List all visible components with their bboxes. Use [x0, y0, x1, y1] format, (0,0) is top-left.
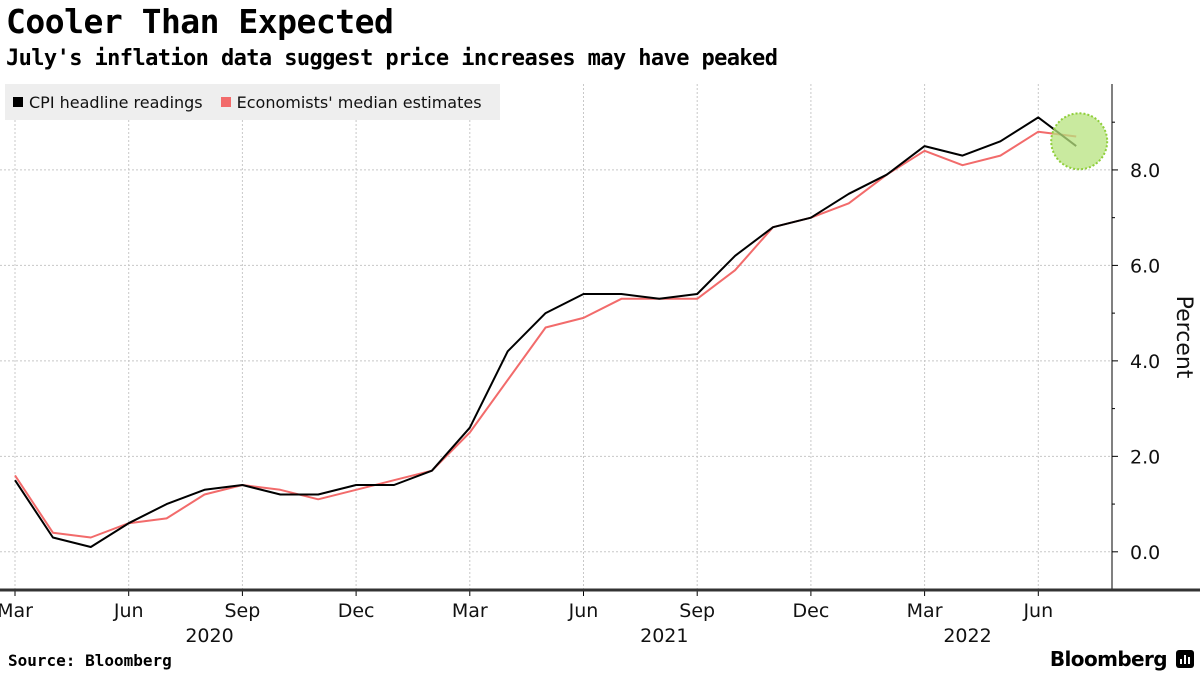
- series-line-estimates: [14, 130, 1077, 539]
- brand-wordmark: Bloomberg: [1049, 647, 1168, 671]
- highlight-circle: [1050, 112, 1109, 171]
- y-axis-label: Percent: [1171, 296, 1196, 379]
- y-tick-label: 0.0: [1130, 542, 1160, 564]
- x-tick-label: Sep: [679, 600, 715, 622]
- x-tick-label: Sep: [224, 600, 260, 622]
- x-tick-label: Jun: [113, 600, 144, 622]
- legend-swatch-estimates: [220, 97, 231, 107]
- tick-labels: 0.0 2.0 4.0 6.0 8.0 Mar Jun Sep Dec Mar Jun Sep Dec M…: [0, 160, 1196, 647]
- legend-label-cpi: CPI headline readings: [29, 92, 203, 112]
- source-note: Source: Bloomberg: [8, 651, 172, 670]
- x-tick-label: Jun: [568, 600, 599, 622]
- chart-subtitle: July's inflation data suggest price incr…: [6, 46, 778, 71]
- y-tick-label: 6.0: [1130, 255, 1160, 277]
- y-tick-label: 4.0: [1130, 351, 1160, 373]
- x-tick-label: Mar: [907, 600, 943, 622]
- x-year-label: 2021: [640, 625, 688, 647]
- chart-title: Cooler Than Expected: [6, 2, 394, 41]
- legend-swatch-cpi: [13, 97, 23, 107]
- legend-label-estimates: Economists' median estimates: [236, 92, 482, 112]
- x-tick-label: Mar: [452, 600, 488, 622]
- y-tick-label: 8.0: [1130, 160, 1160, 182]
- x-tick-label: Dec: [793, 600, 830, 622]
- x-tick-label: Dec: [338, 600, 375, 622]
- legend-item-estimates: Economists' median estimates: [220, 92, 482, 112]
- gridlines: [0, 84, 1112, 590]
- x-year-label: 2022: [943, 625, 991, 647]
- legend-item-cpi: CPI headline readings: [13, 93, 203, 112]
- y-tick-label: 2.0: [1130, 446, 1160, 468]
- series-lines: [14, 112, 1109, 548]
- bloomberg-terminal-icon: [1176, 650, 1194, 668]
- x-tick-label: Jun: [1022, 600, 1053, 622]
- x-year-label: 2020: [185, 625, 233, 647]
- axes: [0, 84, 1200, 596]
- series-line-cpi: [14, 116, 1077, 548]
- x-tick-label: Mar: [0, 600, 33, 622]
- chart-legend: CPI headline readings Economists' median…: [5, 84, 500, 120]
